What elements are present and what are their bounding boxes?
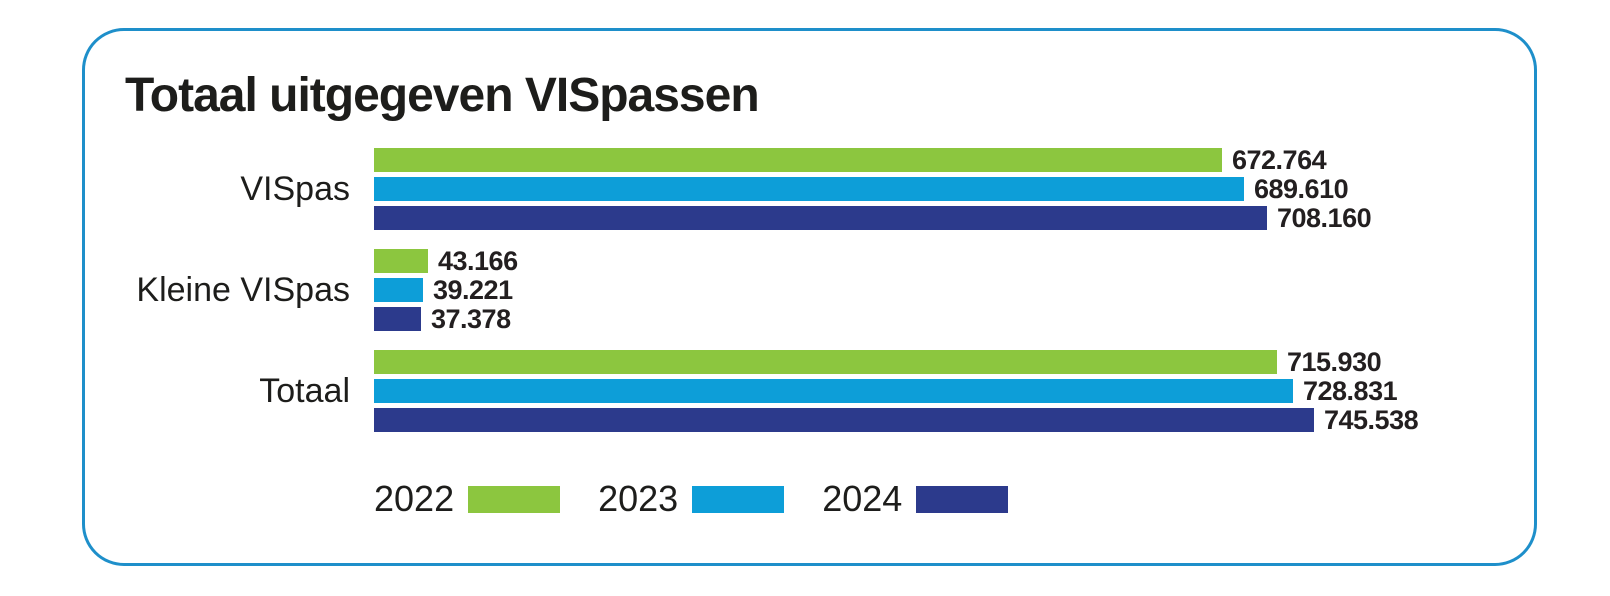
value-label-kleine-vispas-2022: 43.166 [438,246,518,276]
legend-label-2024: 2024 [822,478,903,519]
bar-kleine-vispas-2023 [374,278,423,302]
bar-vispas-2024 [374,206,1267,230]
bar-totaal-2023 [374,379,1293,403]
category-label-vispas: VISpas [240,170,350,208]
value-label-totaal-2023: 728.831 [1303,376,1398,406]
bar-vispas-2023 [374,177,1244,201]
bar-kleine-vispas-2022 [374,249,428,273]
bar-totaal-2024 [374,408,1314,432]
category-label-totaal: Totaal [259,372,350,410]
bar-totaal-2022 [374,350,1277,374]
chart-title: Totaal uitgegeven VISpassen [125,69,760,122]
legend-swatch-2022 [468,485,561,513]
value-label-totaal-2024: 745.538 [1324,405,1419,435]
legend-item-2022: 2022 [374,478,561,519]
category-label-kleine-vispas: Kleine VISpas [136,271,350,309]
legend-item-2023: 2023 [598,478,785,519]
value-label-vispas-2023: 689.610 [1254,174,1349,204]
legend-label-2022: 2022 [374,478,455,519]
chart-card-border [82,28,1537,566]
value-label-kleine-vispas-2024: 37.378 [431,304,511,334]
chart-legend: 2022 2023 2024 [374,478,1009,519]
legend-swatch-2023 [692,485,785,513]
bar-kleine-vispas-2024 [374,307,421,331]
legend-swatch-2024 [916,485,1009,513]
value-label-kleine-vispas-2023: 39.221 [433,275,513,305]
bar-vispas-2022 [374,148,1222,172]
value-label-vispas-2024: 708.160 [1277,203,1372,233]
legend-label-2023: 2023 [598,478,679,519]
value-label-vispas-2022: 672.764 [1232,145,1327,175]
legend-item-2024: 2024 [822,478,1009,519]
value-label-totaal-2022: 715.930 [1287,347,1382,377]
